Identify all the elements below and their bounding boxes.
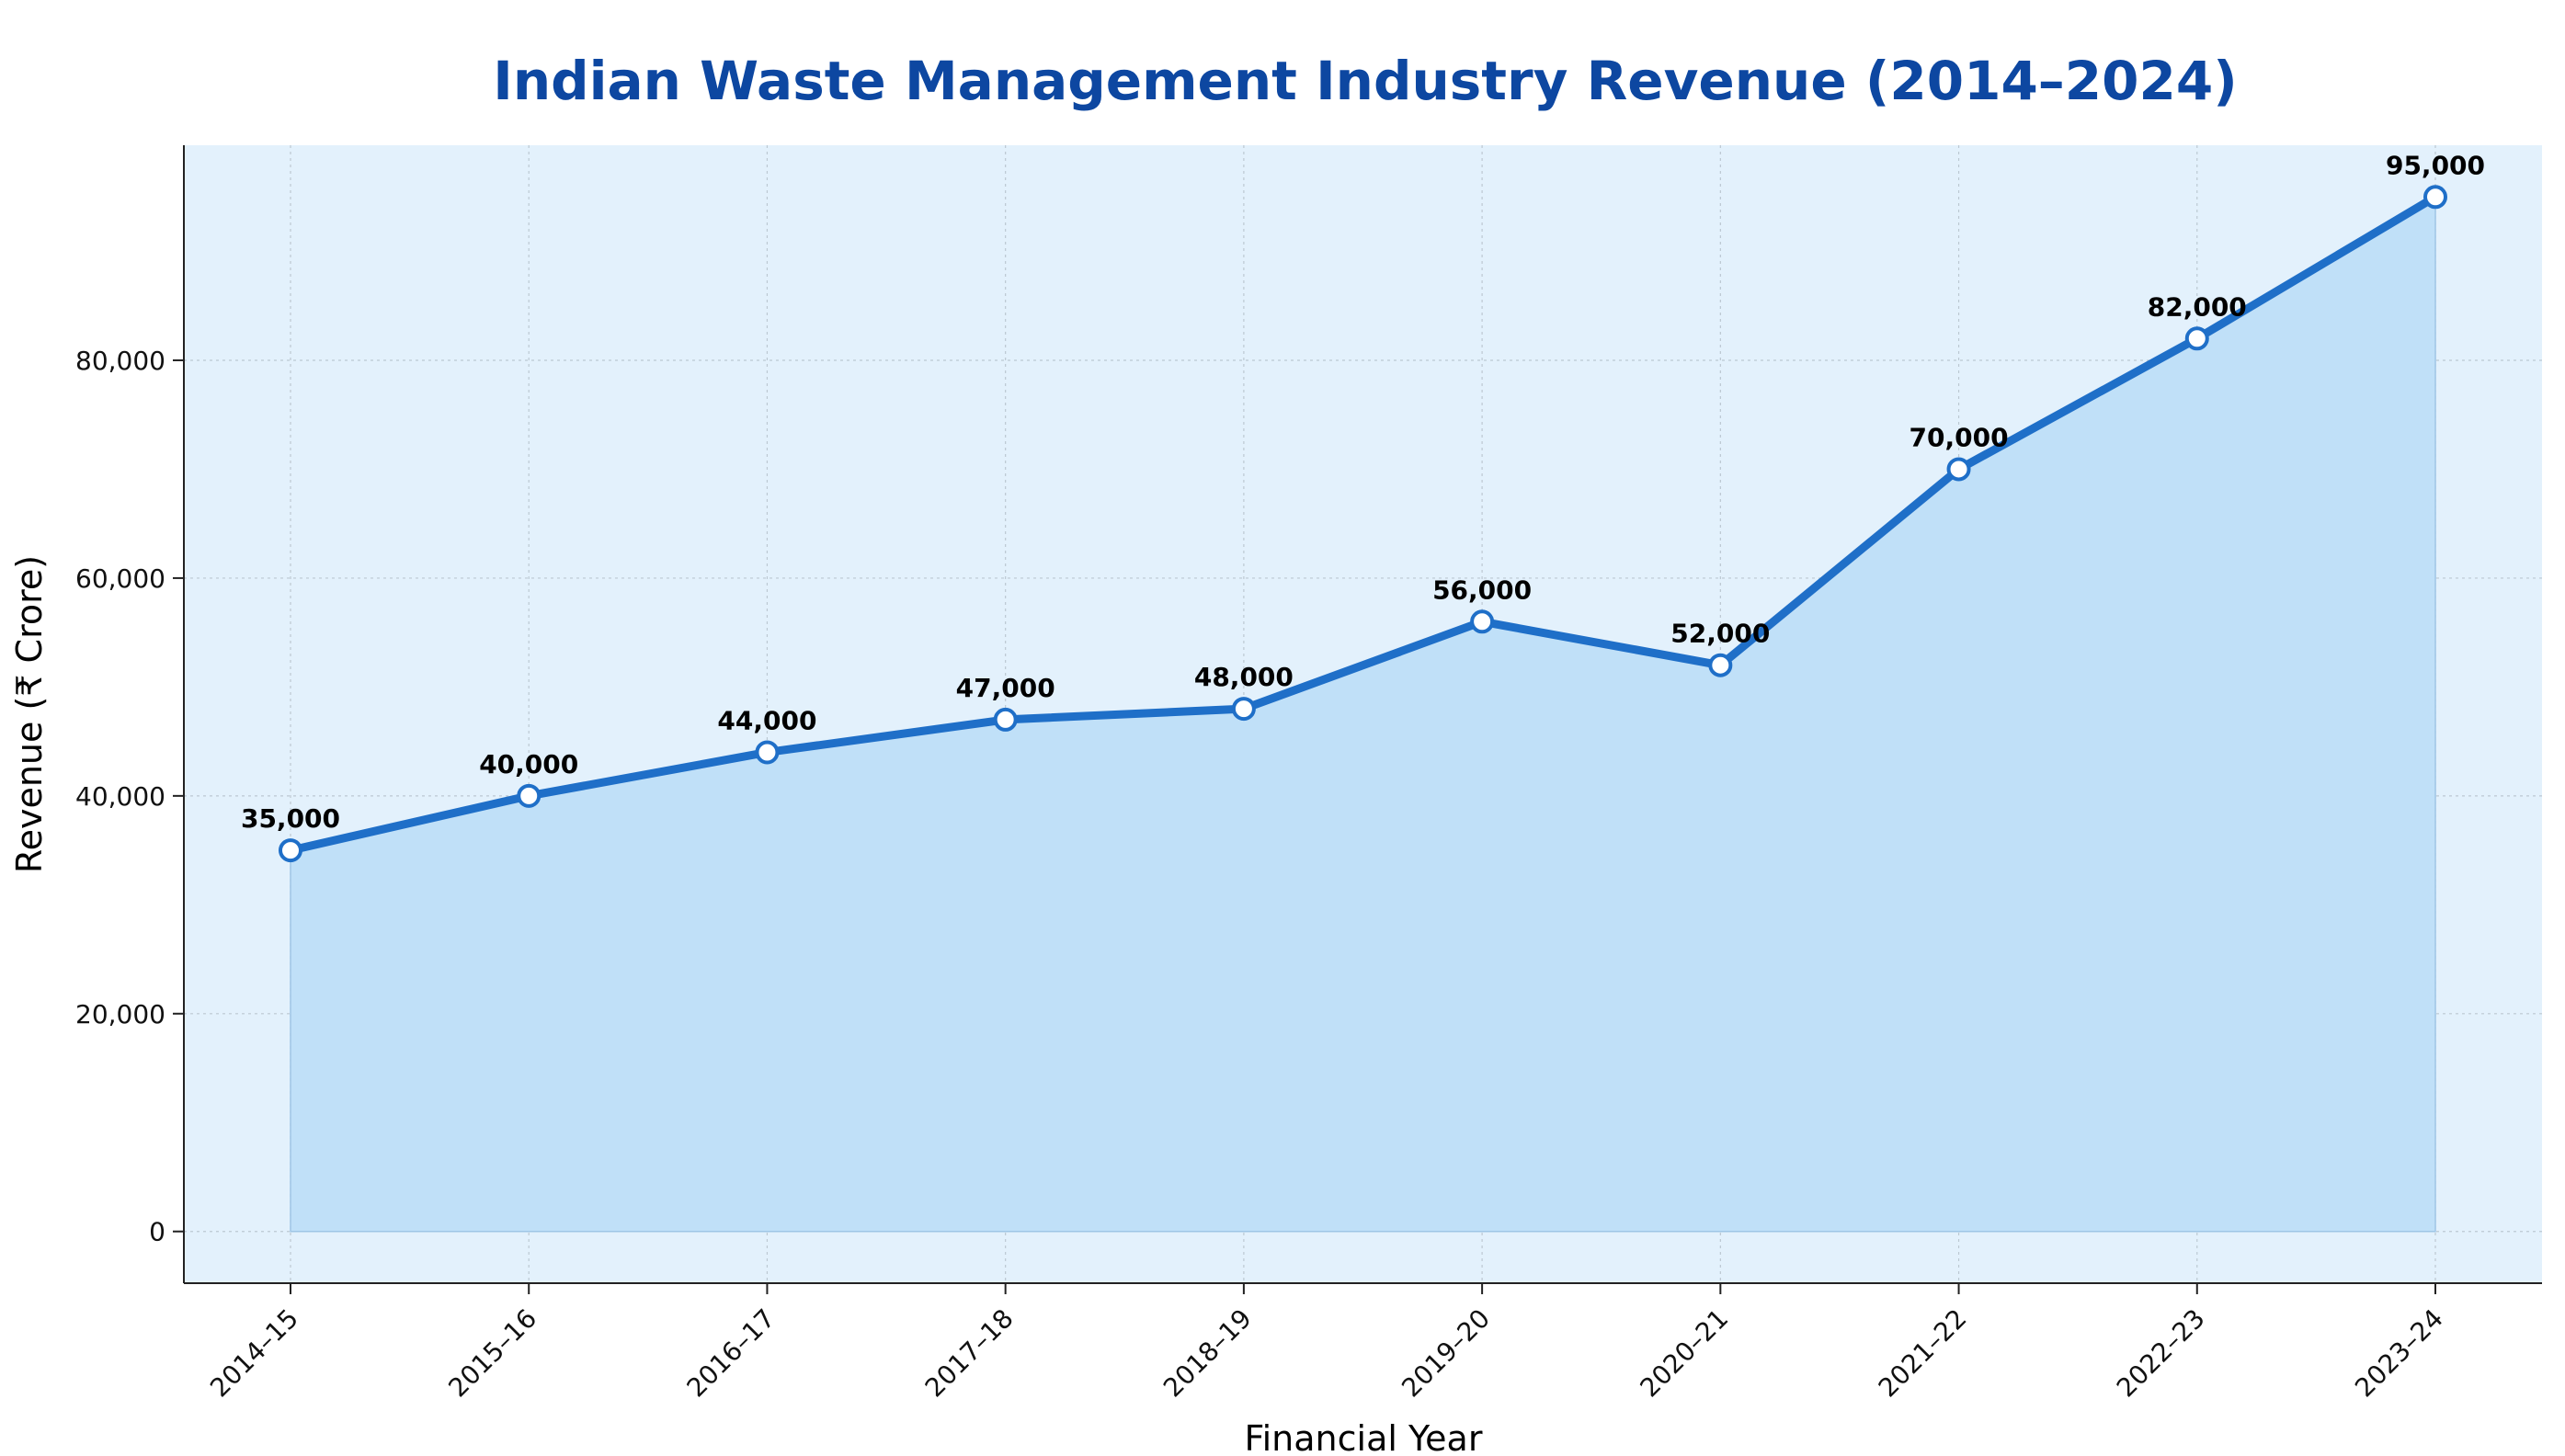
x-tick-label: 2021–22 xyxy=(1873,1303,1973,1404)
data-label: 35,000 xyxy=(241,803,340,834)
y-axis-ticks: 0 20,000 40,000 60,000 80,000 xyxy=(75,346,184,1247)
x-tick-label: 2018–19 xyxy=(1157,1303,1258,1404)
x-tick-label: 2015–16 xyxy=(442,1303,542,1404)
x-axis-label: Financial Year xyxy=(1245,1418,1483,1452)
data-label: 48,000 xyxy=(1194,662,1294,692)
data-label: 40,000 xyxy=(479,749,578,779)
data-point xyxy=(517,783,542,808)
data-labels: 35,000 40,000 44,000 47,000 48,000 56,000 52,0… xyxy=(241,150,2485,834)
data-point xyxy=(1231,697,1256,722)
data-point xyxy=(755,740,780,765)
data-label: 95,000 xyxy=(2386,150,2485,180)
y-tick-label: 60,000 xyxy=(75,563,165,594)
y-tick-label: 80,000 xyxy=(75,346,165,376)
series-line xyxy=(286,192,2440,855)
y-tick-label: 40,000 xyxy=(75,781,165,812)
data-markers xyxy=(279,185,2447,863)
x-tick-label: 2014–15 xyxy=(204,1303,304,1404)
y-tick-label: 0 xyxy=(149,1217,165,1247)
x-tick-label: 2019–20 xyxy=(1396,1303,1496,1404)
data-label: 44,000 xyxy=(717,705,816,735)
y-axis-label: Revenue (₹ Crore) xyxy=(9,555,50,873)
x-tick-label: 2017–18 xyxy=(919,1303,1020,1404)
chart-title: Indian Waste Management Industry Revenue… xyxy=(493,50,2238,112)
data-label: 56,000 xyxy=(1432,574,1532,605)
data-label: 47,000 xyxy=(956,673,1055,703)
data-point xyxy=(2184,326,2209,351)
data-label: 70,000 xyxy=(1910,422,2009,452)
data-point xyxy=(1470,609,1495,634)
data-point xyxy=(1708,653,1733,677)
x-tick-label: 2022–23 xyxy=(2111,1303,2211,1404)
y-tick-label: 20,000 xyxy=(75,999,165,1029)
x-axis-ticks: 2014–15 2015–16 2016–17 2017–18 2018–19 2019–… xyxy=(204,1283,2449,1403)
data-point xyxy=(2423,185,2447,210)
data-label: 82,000 xyxy=(2148,291,2247,322)
data-point xyxy=(1946,457,1971,482)
x-tick-label: 2023–24 xyxy=(2349,1303,2449,1404)
data-point xyxy=(993,707,1018,732)
x-tick-label: 2016–17 xyxy=(681,1303,781,1404)
data-label: 52,000 xyxy=(1670,619,1770,649)
data-point xyxy=(279,838,302,863)
x-tick-label: 2020–21 xyxy=(1634,1303,1734,1404)
